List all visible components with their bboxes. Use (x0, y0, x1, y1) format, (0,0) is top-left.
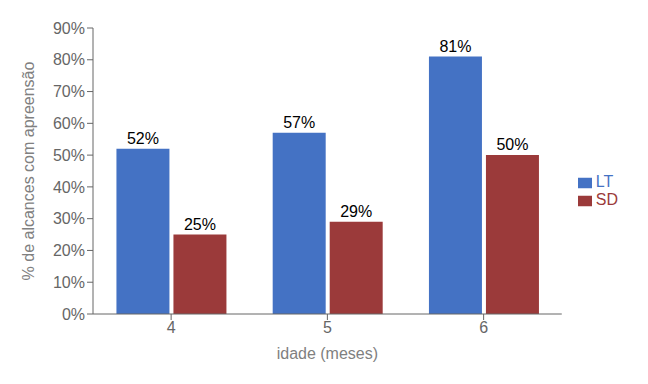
svg-text:52%: 52% (127, 130, 159, 147)
svg-text:50%: 50% (496, 136, 528, 153)
svg-text:50%: 50% (53, 147, 85, 164)
svg-text:40%: 40% (53, 179, 85, 196)
svg-text:10%: 10% (53, 274, 85, 291)
svg-text:idade (meses): idade (meses) (277, 345, 378, 362)
svg-text:81%: 81% (439, 38, 471, 55)
svg-text:29%: 29% (340, 203, 372, 220)
svg-text:0%: 0% (62, 306, 85, 323)
svg-text:90%: 90% (53, 20, 85, 37)
svg-text:% de alcances com apreensão: % de alcances com apreensão (20, 62, 37, 281)
svg-text:60%: 60% (53, 115, 85, 132)
svg-text:70%: 70% (53, 83, 85, 100)
svg-text:25%: 25% (184, 216, 216, 233)
svg-text:4: 4 (167, 319, 176, 336)
svg-text:57%: 57% (283, 114, 315, 131)
html-text:LT: LT (595, 173, 614, 190)
svg-text:5: 5 (323, 319, 332, 336)
html-text:SD: SD (595, 191, 618, 208)
svg-text:80%: 80% (53, 51, 85, 68)
svg-text:20%: 20% (53, 242, 85, 259)
svg-text:6: 6 (479, 319, 488, 336)
svg-text:30%: 30% (53, 210, 85, 227)
